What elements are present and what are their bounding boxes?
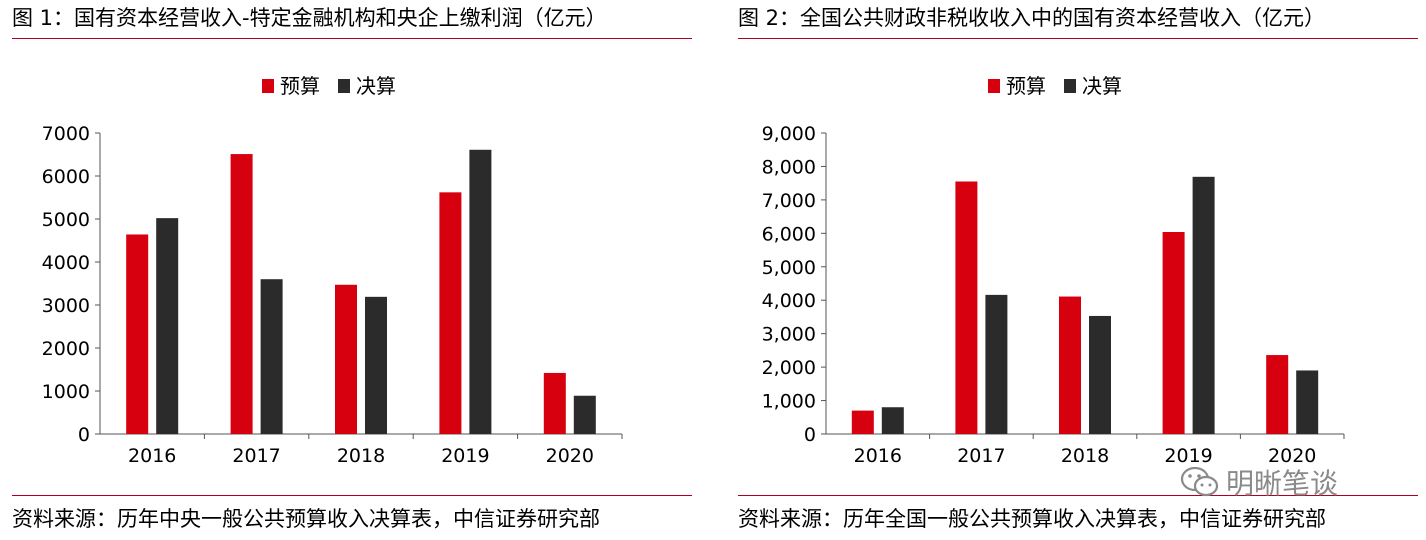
y-tick-label: 0 [804,424,816,446]
y-tick-label: 7,000 [762,190,816,212]
y-tick-label: 2000 [42,338,90,360]
x-tick-label: 2017 [232,445,280,467]
x-tick-label: 2019 [1164,445,1212,467]
bar-final-2016 [156,218,179,434]
x-tick-label: 2020 [1268,445,1316,467]
legend-swatch-1 [1064,79,1076,93]
legend-label-0: 预算 [280,74,320,98]
figure-2-source: 资料来源：历年全国一般公共预算收入决算表，中信证券研究部 [738,507,1326,531]
bar-budget-2019 [1162,231,1185,434]
y-tick-label: 3,000 [762,324,816,346]
y-tick-label: 4000 [42,252,90,274]
figure-2-bar-chart: 预算 决算 0 1,000 2,000 3,000 4,000 5,000 6,000 7,000… [762,74,1345,467]
bar-budget-2017 [230,154,253,434]
x-tick-label: 2016 [128,445,176,467]
bar-budget-2020 [1266,355,1289,434]
bar-budget-2018 [335,284,357,434]
figure-2-bottom-rule [738,495,1418,496]
figure-1-title: 图 1：国有资本经营收入-特定金融机构和央企上缴利润（亿元） [12,6,607,30]
bar-final-2017 [260,279,283,434]
legend-label-0: 预算 [1006,74,1046,98]
bar-budget-2017 [955,181,978,434]
figure-2-title: 图 2：全国公共财政非税收收入中的国有资本经营收入（亿元） [738,6,1326,30]
y-tick-label: 0 [78,424,90,446]
bar-final-2016 [881,407,904,434]
figure-1-bar-chart: 预算 决算 0 1000 2000 3000 4000 5000 6000 7000 2016 201… [42,74,623,467]
bar-final-2017 [985,294,1008,434]
watermark: 明晰笔谈 [1180,462,1338,502]
x-tick-label: 2017 [957,445,1005,467]
figure-1-panel: 图 1：国有资本经营收入-特定金融机构和央企上缴利润（亿元） 预算 决算 0 1000… [0,0,700,540]
watermark-text: 明晰笔谈 [1226,467,1339,500]
y-tick-label: 2,000 [762,357,816,379]
bar-final-2020 [573,395,596,434]
y-tick-label: 3000 [42,295,90,317]
bar-final-2019 [469,149,492,434]
bar-budget-2016 [851,410,874,434]
bar-budget-2020 [543,372,566,434]
bar-budget-2018 [1059,296,1081,434]
y-tick-label: 6000 [42,166,90,188]
bar-final-2020 [1296,370,1319,434]
bar-final-2019 [1192,176,1215,434]
figure-1-bottom-rule [12,495,692,496]
legend-label-1: 决算 [356,74,396,98]
y-tick-label: 4,000 [762,290,816,312]
bar-final-2018 [1089,315,1111,434]
y-tick-label: 1000 [42,381,90,403]
figure-1-top-rule [12,38,692,39]
figure-1-source: 资料来源：历年中央一般公共预算收入决算表，中信证券研究部 [12,507,600,531]
x-tick-label: 2018 [1061,445,1109,467]
x-tick-label: 2018 [337,445,385,467]
y-tick-label: 8,000 [762,156,816,178]
y-tick-label: 5,000 [762,257,816,279]
bar-budget-2019 [439,192,462,434]
x-tick-label: 2019 [441,445,489,467]
legend-swatch-0 [262,79,274,93]
legend-label-1: 决算 [1082,74,1122,98]
figure-2-top-rule [738,38,1418,39]
y-tick-label: 9,000 [762,123,816,145]
wechat-icon [1180,466,1219,497]
bar-budget-2016 [126,234,149,434]
figure-2-panel: 图 2：全国公共财政非税收收入中的国有资本经营收入（亿元） 预算 决算 0 1,000… [726,0,1426,540]
y-tick-label: 7000 [42,123,90,145]
y-tick-label: 1,000 [762,391,816,413]
bar-final-2018 [365,296,387,434]
legend-swatch-1 [338,79,350,93]
legend-swatch-0 [988,79,1000,93]
x-tick-label: 2020 [546,445,594,467]
x-tick-label: 2016 [854,445,902,467]
y-tick-label: 6,000 [762,223,816,245]
y-tick-label: 5000 [42,209,90,231]
